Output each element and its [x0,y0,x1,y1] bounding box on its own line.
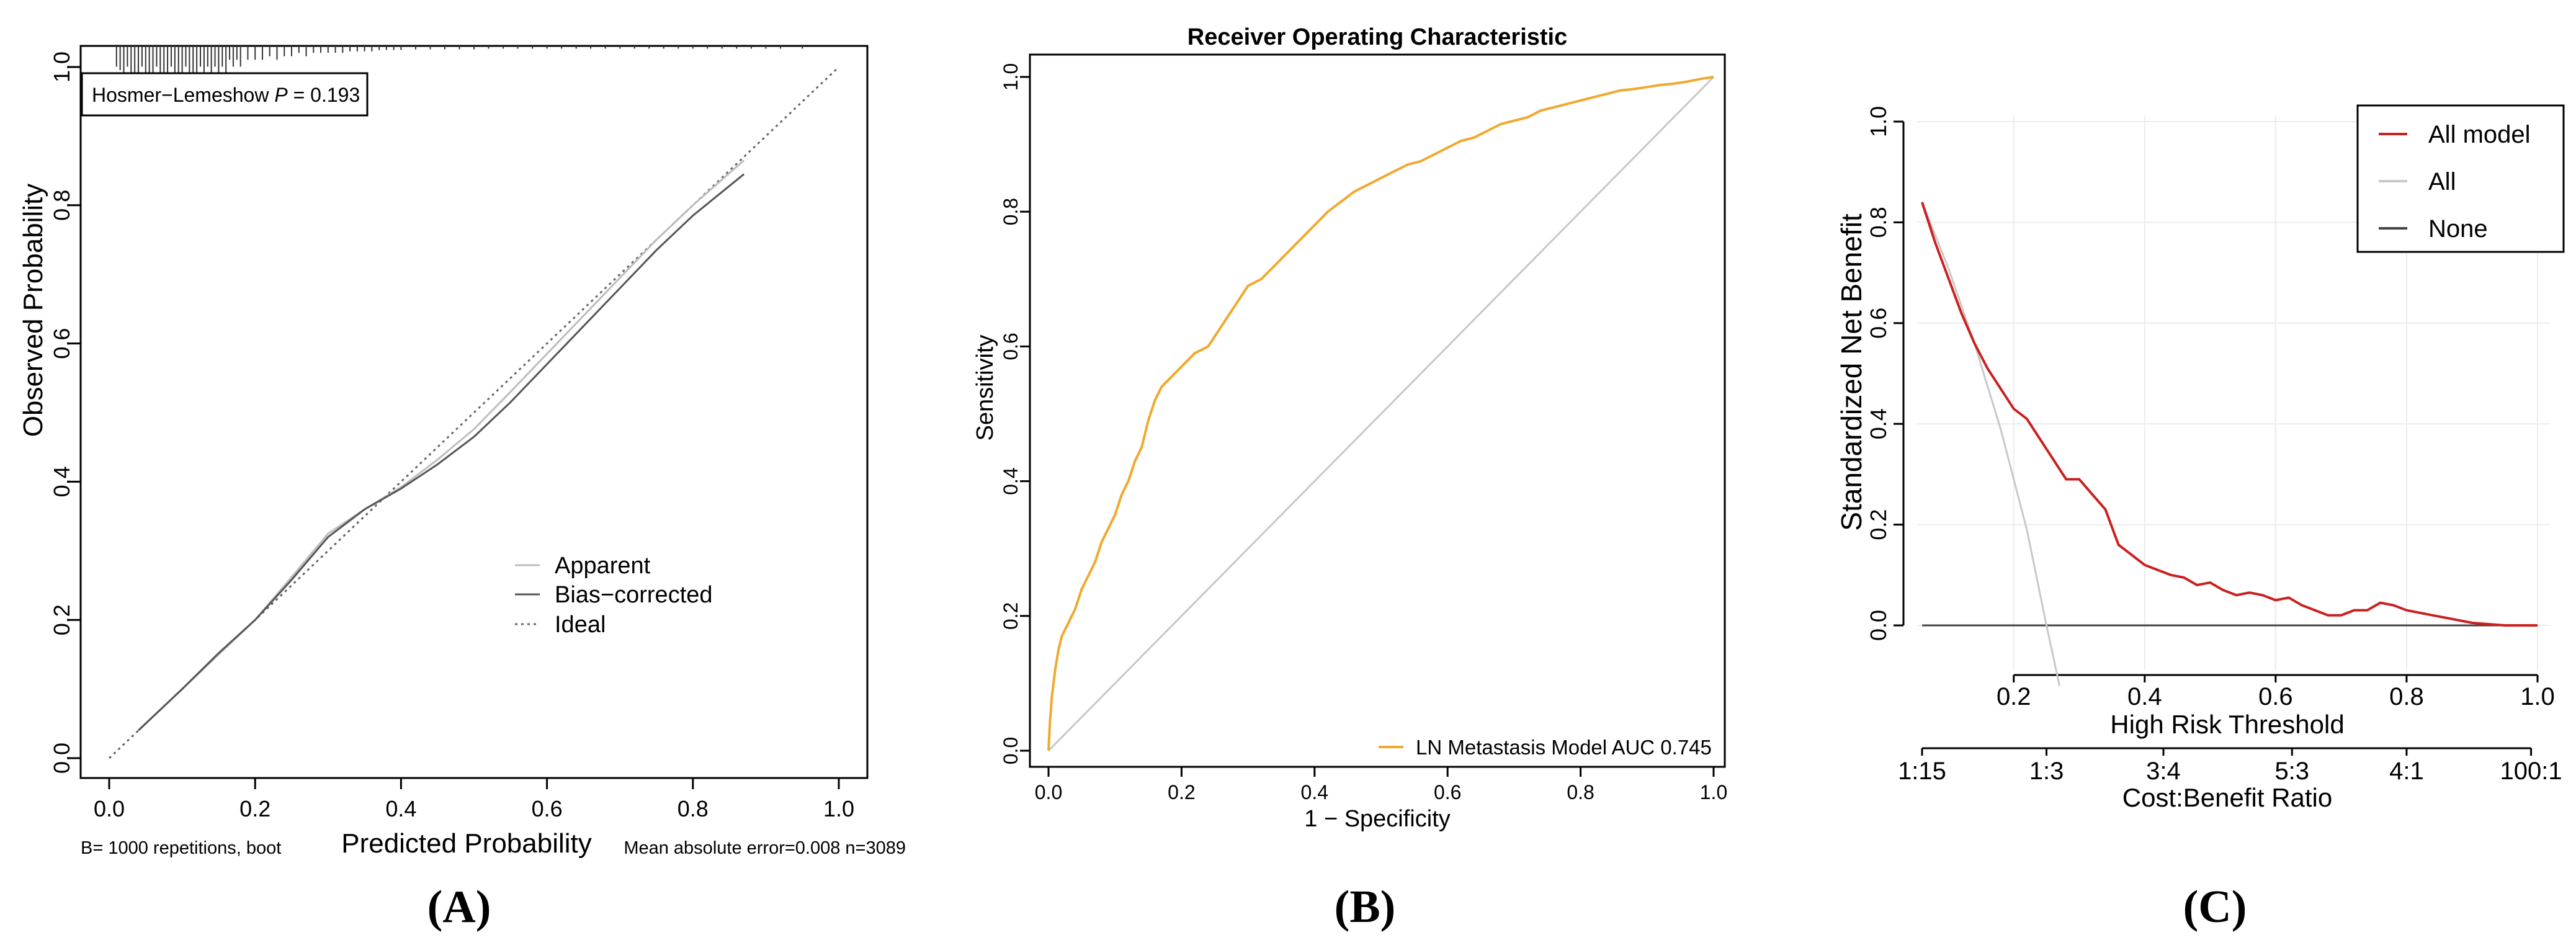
panel-label-a: (A) [427,882,491,932]
legend-label-all-model: All model [2428,121,2531,148]
panel-label-b: (B) [1335,882,1396,932]
dca-x-tick-label: 0.6 [2258,683,2293,710]
calibration-y-tick-label: 0.0 [49,743,74,774]
roc-x-label: 1 − Specificity [1304,806,1451,832]
roc-y-tick-label: 0.0 [1000,737,1022,764]
dca-all-model-line [1921,202,2538,627]
roc-y-tick-label: 0.6 [1000,333,1022,360]
calibration-x-tick-label: 0.2 [239,796,271,821]
dca-x2-tick-label: 4:1 [2389,758,2424,785]
hosmer-lemeshow-box: Hosmer−Lemeshow P = 0.193 [81,72,369,117]
calibration-x-tick-label: 0.6 [532,796,563,821]
dca-x-tick-label: 0.4 [2127,683,2162,710]
calibration-x-tick-label: 0.0 [94,796,125,821]
legend-label-all: All [2428,168,2456,195]
roc-plot-frame [1029,53,1726,768]
calibration-y-tick-label: 0.8 [49,190,74,221]
calibration-x-tick-label: 1.0 [823,796,854,821]
roc-x-tick-label: 0.0 [1035,781,1062,803]
calibration-y-tick-label: 0.2 [49,604,74,635]
dca-y-tick-label: 1.0 [1866,106,1891,137]
dca-x-tick-label: 0.8 [2389,683,2424,710]
roc-y-tick-label: 0.8 [1000,198,1022,225]
calibration-y-tick-label: 0.4 [49,466,74,497]
calibration-bias-corrected-line [137,173,745,731]
hl-p-symbol: P [274,84,288,106]
roc-title: Receiver Operating Characteristic [1187,24,1568,50]
dca-x2-tick-label: 1:3 [2029,758,2064,785]
roc-curve [1047,76,1714,751]
dca-legend: All model All None [2356,104,2565,253]
dca-x-tick-label: 0.2 [1997,683,2031,710]
calibration-y-axis: Observed Probability [18,184,48,437]
calibration-plot: Observed Probability 0.00.20.40.60.81.0 … [18,45,906,932]
dca-y-tick-label: 0.2 [1866,509,1891,540]
calibration-y-tick-label: 0.6 [49,328,74,359]
roc-x-tick-label: 0.6 [1434,781,1461,803]
dca-all-line [1921,202,2061,686]
dca-x-tick-label: 1.0 [2520,683,2555,710]
panel-label-c: (C) [2183,882,2247,932]
legend-label-roc: LN Metastasis Model AUC 0.745 [1416,736,1712,759]
roc-y-tick-label: 1.0 [1000,63,1022,91]
dca-y-label: Standardized Net Benefit [1835,213,1867,531]
calibration-x-tick-label: 0.4 [385,796,416,821]
roc-y-tick-label: 0.2 [1000,602,1022,630]
dca-x2-tick-label: 100:1 [2500,758,2562,785]
decision-curve-plot: Standardized Net Benefit 0.0 0.2 0.4 0.6 0.8… [1835,104,2565,932]
roc-x-tick-label: 1.0 [1700,781,1727,803]
calibration-footnote-right: Mean absolute error=0.008 n=3089 [624,838,906,858]
calibration-x-tick-label: 0.8 [678,796,709,821]
dca-y-tick-label: 0.6 [1866,308,1891,339]
roc-y-tick-label: 0.4 [1000,467,1022,494]
calibration-y-label: Observed Probability [18,184,48,437]
dca-y-tick-label: 0.8 [1866,207,1891,238]
dca-x-label-2: Cost:Benefit Ratio [2122,783,2333,812]
roc-x-tick-label: 0.8 [1567,781,1594,803]
hl-prefix: Hosmer−Lemeshow [92,84,274,106]
roc-legend: LN Metastasis Model AUC 0.745 [1379,736,1712,759]
roc-y-label: Sensitivity [972,334,998,440]
hl-value: = 0.193 [288,84,360,106]
roc-plot: Receiver Operating Characteristic Sensit… [972,24,1727,932]
dca-x2-tick-label: 5:3 [2274,758,2309,785]
dca-x-label: High Risk Threshold [2110,710,2344,739]
dca-y-tick-label: 0.0 [1866,610,1891,641]
legend-label-apparent: Apparent [555,553,651,579]
dca-y-tick-label: 0.4 [1866,408,1891,439]
calibration-footnote-left: B= 1000 repetitions, boot [81,838,281,858]
roc-x-tick-label: 0.4 [1301,781,1328,803]
legend-label-bias-corrected: Bias−corrected [555,582,713,608]
roc-x-tick-label: 0.2 [1168,781,1195,803]
calibration-legend: Apparent Bias−corrected Ideal [515,553,713,638]
dca-x2-tick-label: 1:15 [1898,758,1946,785]
calibration-y-tick-label: 1.0 [49,51,74,83]
legend-label-ideal: Ideal [555,612,606,638]
dca-x2-tick-label: 3:4 [2146,758,2181,785]
svg-text:Hosmer−Lemeshow P = 0.193: Hosmer−Lemeshow P = 0.193 [92,84,360,106]
calibration-x-label: Predicted Probability [341,828,592,859]
legend-label-none: None [2428,215,2488,243]
roc-diagonal-line [1047,76,1715,752]
